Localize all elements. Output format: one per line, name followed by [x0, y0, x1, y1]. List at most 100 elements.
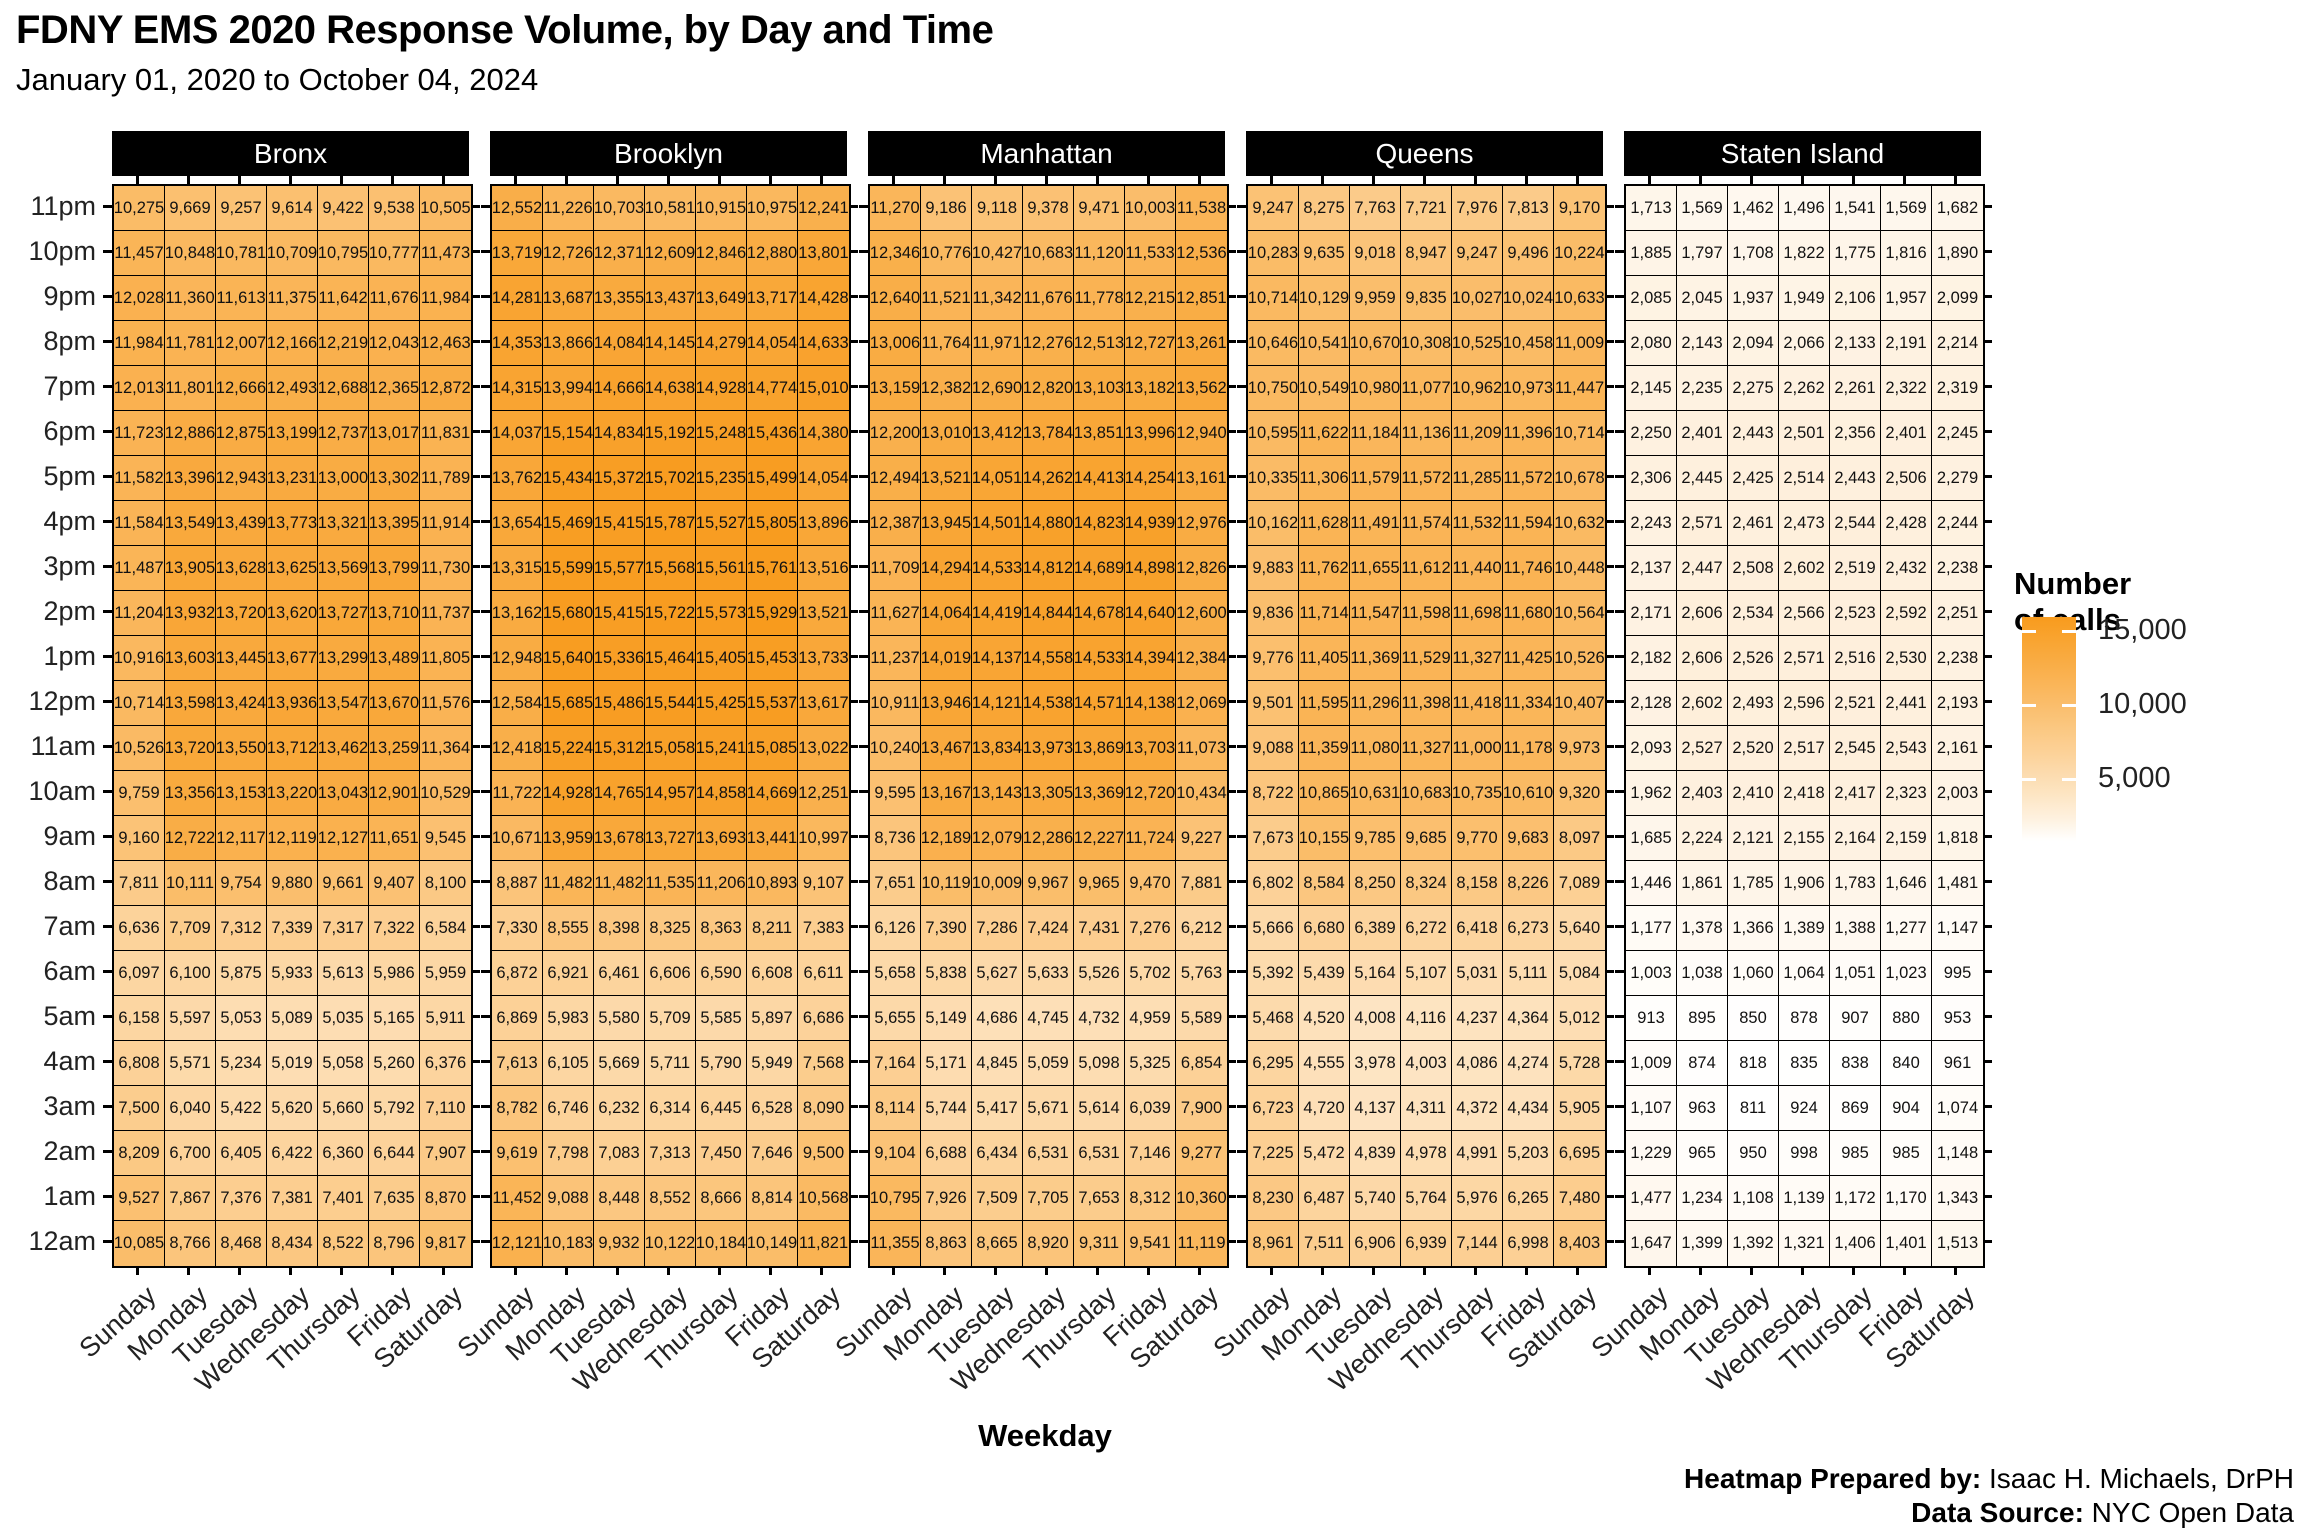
heatmap-cell: 2,517: [1779, 726, 1830, 771]
y-axis-label-11pm: 11pm: [30, 191, 96, 221]
heatmap-cell: 2,425: [1728, 456, 1779, 501]
heatmap-cell: 15,527: [696, 501, 747, 546]
heatmap-cell: 9,967: [1023, 861, 1074, 906]
heatmap-cell: 13,395: [369, 501, 420, 546]
heatmap-cell: 2,417: [1830, 771, 1881, 816]
heatmap-cell: 12,552: [492, 186, 543, 231]
heatmap-cell: 12,241: [798, 186, 849, 231]
heatmap-cell: 4,732: [1074, 996, 1125, 1041]
heatmap-cell: 11,594: [1503, 501, 1554, 546]
heatmap-cell: 14,957: [645, 771, 696, 816]
heatmap-cell: 13,727: [318, 591, 369, 636]
heatmap-cell: 8,766: [165, 1221, 216, 1266]
heatmap-cell: 5,744: [921, 1086, 972, 1131]
heatmap-cell: 7,322: [369, 906, 420, 951]
heatmap-cell: 11,722: [492, 771, 543, 816]
heatmap-cell: 14,928: [696, 366, 747, 411]
heatmap-cell: 8,584: [1299, 861, 1350, 906]
heatmap-cell: 15,544: [645, 681, 696, 726]
heatmap-cell: 11,206: [696, 861, 747, 906]
heatmap-cell: 10,162: [1248, 501, 1299, 546]
heatmap-cell: 11,655: [1350, 546, 1401, 591]
heatmap-cell: 11,000: [1452, 726, 1503, 771]
heatmap-cell: 12,069: [1176, 681, 1227, 726]
y-axis-label-7pm: 7pm: [43, 371, 96, 401]
panel-strip-brooklyn: Brooklyn: [490, 131, 847, 176]
heatmap-cell: 907: [1830, 996, 1881, 1041]
heatmap-cell: 11,723: [114, 411, 165, 456]
heatmap-cell: 2,093: [1626, 726, 1677, 771]
heatmap-cell: 2,080: [1626, 321, 1677, 366]
heatmap-cell: 2,323: [1881, 771, 1932, 816]
heatmap-cell: 12,117: [216, 816, 267, 861]
heatmap-cell: 1,389: [1779, 906, 1830, 951]
heatmap-cell: 1,682: [1932, 186, 1983, 231]
heatmap-cell: 6,998: [1503, 1221, 1554, 1266]
heatmap-cell: 1,708: [1728, 231, 1779, 276]
heatmap-cell: 2,403: [1677, 771, 1728, 816]
heatmap-cell: 2,003: [1932, 771, 1983, 816]
heatmap-cell: 12,200: [870, 411, 921, 456]
heatmap-cell: 10,776: [921, 231, 972, 276]
panel-grid-manhattan: 11,270 9,186 9,118 9,378 9,471 10,003 11,538 12…: [868, 184, 1229, 1268]
heatmap-cell: 14,939: [1125, 501, 1176, 546]
heatmap-cell: 7,867: [165, 1176, 216, 1221]
heatmap-cell: 5,905: [1554, 1086, 1605, 1131]
heatmap-cell: 1,906: [1779, 861, 1830, 906]
heatmap-cell: 11,595: [1299, 681, 1350, 726]
heatmap-cell: 2,519: [1830, 546, 1881, 591]
heatmap-cell: 6,644: [369, 1131, 420, 1176]
heatmap-cell: 6,360: [318, 1131, 369, 1176]
heatmap-cell: 10,458: [1503, 321, 1554, 366]
heatmap-cell: 5,165: [369, 996, 420, 1041]
heatmap-cell: 8,209: [114, 1131, 165, 1176]
heatmap-cell: 13,006: [870, 321, 921, 366]
heatmap-cell: 14,571: [1074, 681, 1125, 726]
heatmap-cell: 9,170: [1554, 186, 1605, 231]
heatmap-cell: 12,948: [492, 636, 543, 681]
heatmap-cell: 12,875: [216, 411, 267, 456]
heatmap-cell: 5,149: [921, 996, 972, 1041]
heatmap-cell: 1,392: [1728, 1221, 1779, 1266]
heatmap-cell: 7,276: [1125, 906, 1176, 951]
heatmap-cell: 5,633: [1023, 951, 1074, 996]
heatmap-cell: 6,212: [1176, 906, 1227, 951]
legend-tick-mark: [2022, 630, 2036, 633]
heatmap-cell: 4,137: [1350, 1086, 1401, 1131]
heatmap-cell: 11,327: [1401, 726, 1452, 771]
heatmap-cell: 7,568: [798, 1041, 849, 1086]
heatmap-cell: 11,698: [1452, 591, 1503, 636]
heatmap-cell: 14,281: [492, 276, 543, 321]
heatmap-cell: 1,399: [1677, 1221, 1728, 1266]
heatmap-cell: 10,795: [318, 231, 369, 276]
heatmap-cell: 2,171: [1626, 591, 1677, 636]
heatmap-cell: 2,244: [1932, 501, 1983, 546]
heatmap-cell: 12,513: [1074, 321, 1125, 366]
heatmap-cell: 11,789: [420, 456, 471, 501]
heatmap-cell: 12,846: [696, 231, 747, 276]
heatmap-cell: 10,564: [1554, 591, 1605, 636]
heatmap-cell: 11,642: [318, 276, 369, 321]
heatmap-cell: 7,110: [420, 1086, 471, 1131]
heatmap-cell: 11,778: [1074, 276, 1125, 321]
heatmap-cell: 5,763: [1176, 951, 1227, 996]
heatmap-cell: 12,640: [870, 276, 921, 321]
heatmap-cell: 14,898: [1125, 546, 1176, 591]
heatmap-cell: 13,562: [1176, 366, 1227, 411]
heatmap-cell: 11,821: [798, 1221, 849, 1266]
heatmap-cell: 1,277: [1881, 906, 1932, 951]
heatmap-cell: 953: [1932, 996, 1983, 1041]
y-axis-label-10pm: 10pm: [28, 236, 96, 266]
heatmap-cell: 1,378: [1677, 906, 1728, 951]
heatmap-cell: 7,312: [216, 906, 267, 951]
heatmap-cell: 6,405: [216, 1131, 267, 1176]
heatmap-cell: 7,709: [165, 906, 216, 951]
heatmap-cell: 5,580: [594, 996, 645, 1041]
heatmap-cell: 11,535: [645, 861, 696, 906]
heatmap-cell: 13,834: [972, 726, 1023, 771]
panel-top-ticks-staten-island: [1624, 175, 1981, 184]
heatmap-cell: 4,520: [1299, 996, 1350, 1041]
heatmap-cell: 9,227: [1176, 816, 1227, 861]
heatmap-cell: 13,936: [267, 681, 318, 726]
panel-title-manhattan: Manhattan: [980, 137, 1113, 169]
